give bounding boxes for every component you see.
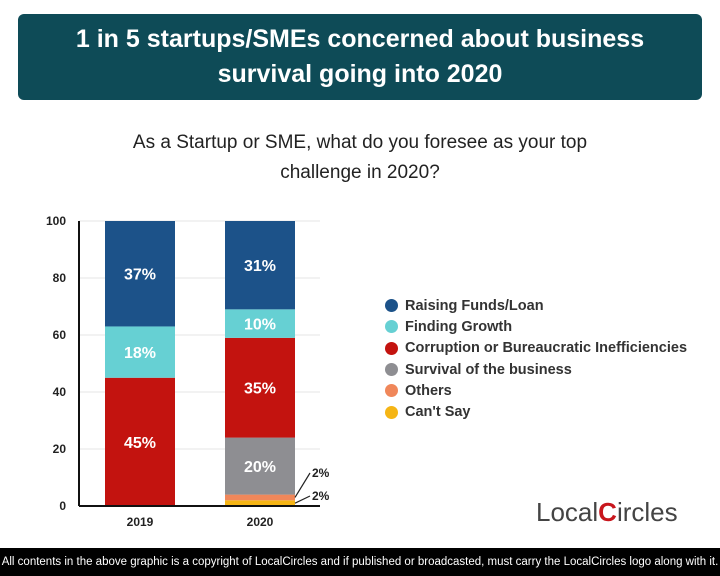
y-tick-label: 0 bbox=[59, 499, 66, 513]
bar-segment bbox=[105, 377, 175, 506]
bar-segment bbox=[225, 309, 295, 338]
legend-item: Can't Say bbox=[385, 401, 687, 422]
y-tick-label: 20 bbox=[53, 442, 67, 456]
bar-segment bbox=[105, 221, 175, 327]
bar-segment bbox=[105, 326, 175, 378]
y-tick-label: 40 bbox=[53, 385, 67, 399]
data-label: 45% bbox=[124, 435, 156, 452]
legend-label: Others bbox=[405, 382, 452, 399]
y-tick-label: 100 bbox=[46, 214, 66, 228]
legend-label: Raising Funds/Loan bbox=[405, 297, 544, 314]
legend-swatch bbox=[385, 341, 398, 355]
bar-segment bbox=[225, 337, 295, 438]
legend-swatch bbox=[385, 384, 398, 398]
legend-swatch bbox=[385, 320, 398, 334]
title-banner: 1 in 5 startups/SMEs concerned about bus… bbox=[18, 14, 702, 100]
legend-swatch bbox=[385, 299, 398, 313]
legend-item: Survival of the business bbox=[385, 359, 687, 380]
y-tick-label: 80 bbox=[53, 271, 67, 285]
data-label: 37% bbox=[124, 267, 156, 284]
legend-item: Raising Funds/Loan bbox=[385, 295, 687, 316]
callout-line bbox=[294, 495, 311, 504]
data-label: 35% bbox=[244, 381, 276, 398]
x-tick-label: 2020 bbox=[247, 515, 274, 529]
legend-label: Finding Growth bbox=[405, 318, 513, 335]
y-tick-label: 60 bbox=[53, 328, 67, 342]
data-label: 2% bbox=[312, 466, 330, 480]
data-label: 10% bbox=[244, 317, 276, 334]
legend-swatch bbox=[385, 405, 398, 419]
survey-question: As a Startup or SME, what do you foresee… bbox=[132, 132, 588, 183]
x-tick-label: 2019 bbox=[127, 515, 154, 529]
bar-segment bbox=[225, 494, 295, 501]
legend-label: Can't Say bbox=[405, 404, 471, 421]
legend-item: Others bbox=[385, 380, 687, 401]
data-label: 2% bbox=[312, 489, 330, 503]
legend-label: Survival of the business bbox=[405, 361, 572, 378]
callout-line bbox=[294, 472, 311, 498]
data-label: 20% bbox=[244, 459, 276, 476]
legend-item: Finding Growth bbox=[385, 316, 687, 337]
data-label: 31% bbox=[244, 258, 276, 275]
data-label: 18% bbox=[124, 345, 156, 362]
legend-label: Corruption or Bureaucratic Inefficiencie… bbox=[405, 340, 688, 357]
bar-segment bbox=[225, 500, 295, 506]
stacked-bar-chart: 0 20 40 60 80 100 45% 18% 37% 2019 20% 35% 10% 31% 202… bbox=[46, 214, 330, 529]
copyright-footer: All contents in the above graphic is a c… bbox=[0, 548, 720, 576]
legend: Raising Funds/Loan Finding Growth Corrup… bbox=[385, 295, 687, 423]
legend-swatch bbox=[385, 363, 398, 377]
legend-item: Corruption or Bureaucratic Inefficiencie… bbox=[385, 338, 687, 359]
bar-segment bbox=[225, 437, 295, 495]
bar-segment bbox=[225, 221, 295, 310]
page-title: 1 in 5 startups/SMEs concerned about bus… bbox=[75, 25, 645, 88]
